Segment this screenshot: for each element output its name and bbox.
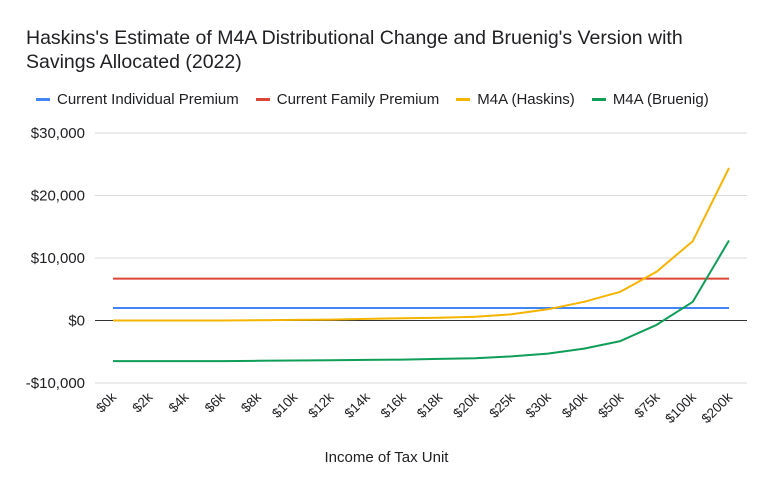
legend: Current Individual Premium Current Family… (36, 89, 726, 109)
legend-label: M4A (Haskins) (477, 90, 575, 108)
x-tick-labels: $0k $2k $4k $6k $8k $10k $12k $14k $16k $18k $20k $… (93, 389, 735, 426)
y-tick-labels: -$10,000 $0 $10,000 $20,000 $30,000 (26, 125, 85, 392)
x-tick-label: $30k (523, 389, 554, 420)
x-tick-label: $4k (166, 389, 192, 415)
gridlines (95, 132, 747, 384)
x-axis-label: Income of Tax Unit (324, 449, 449, 466)
x-tick-label: $6k (202, 389, 228, 415)
x-tick-label: $18k (414, 389, 445, 420)
legend-label: M4A (Bruenig) (612, 90, 709, 108)
legend-swatch (456, 97, 471, 101)
legend-swatch (591, 97, 606, 101)
legend-item: M4A (Bruenig) (591, 90, 709, 108)
chart-title: Haskins's Estimate of M4A Distributional… (26, 27, 683, 73)
x-tick-label: $12k (305, 389, 336, 420)
x-tick-label: $75k (631, 389, 662, 420)
x-tick-label: $200k (698, 389, 735, 426)
legend-swatch (255, 97, 270, 101)
y-tick-label: $10,000 (31, 250, 85, 267)
series-lines (113, 167, 730, 363)
x-tick-label: $25k (486, 389, 517, 420)
legend-item: Current Individual Premium (36, 91, 239, 108)
x-tick-label: $40k (559, 389, 590, 420)
x-tick-label: $16k (378, 389, 409, 420)
legend-item: Current Family Premium (255, 90, 440, 108)
x-tick-label: $2k (129, 389, 155, 415)
x-tick-label: $100k (662, 389, 699, 426)
x-tick-label: $10k (269, 389, 300, 420)
series-line-m4a-bruenig (113, 239, 730, 363)
series-line-m4a-haskins (113, 167, 730, 322)
legend-label: Current Individual Premium (57, 90, 239, 108)
legend-label: Current Family Premium (276, 90, 440, 108)
legend-swatch (36, 97, 50, 101)
x-tick-label: $14k (341, 389, 372, 420)
x-tick-label: $0k (93, 389, 119, 415)
y-tick-label: $0 (68, 313, 85, 330)
y-tick-label: $30,000 (31, 125, 85, 142)
x-tick-label: $50k (595, 389, 626, 420)
legend-item: M4A (Haskins) (456, 91, 575, 108)
y-tick-label: -$10,000 (26, 375, 85, 392)
x-tick-label: $8k (238, 389, 264, 415)
x-tick-label: $20k (450, 389, 481, 420)
y-tick-label: $20,000 (31, 188, 85, 205)
